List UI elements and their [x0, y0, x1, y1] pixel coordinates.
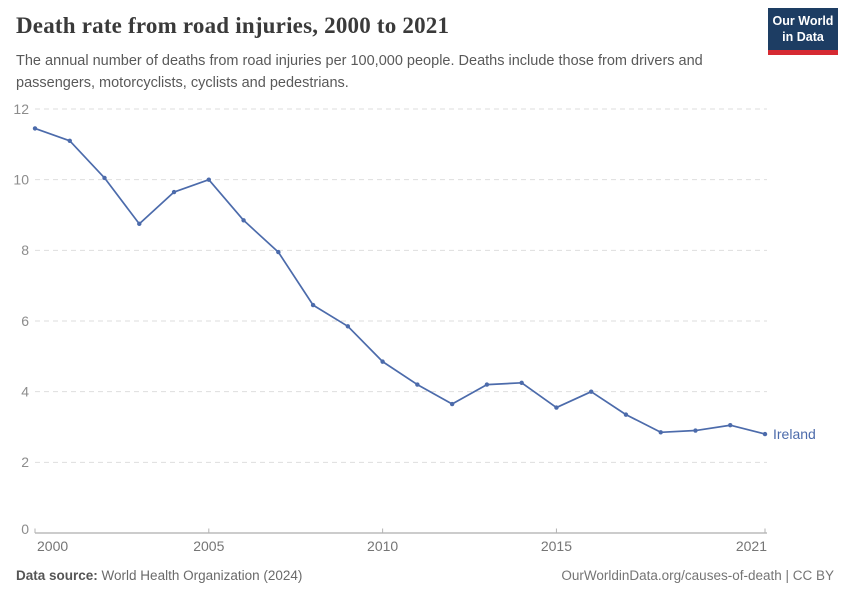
series-line-ireland	[34, 127, 766, 435]
data-point	[484, 382, 490, 387]
y-axis-label: 6	[21, 313, 29, 329]
x-axis-label: 2021	[736, 538, 767, 554]
y-axis-label: 10	[13, 172, 29, 188]
data-point	[345, 324, 351, 329]
data-point	[380, 359, 385, 364]
y-axis-label: 0	[21, 521, 29, 537]
owid-logo-line2: in Data	[782, 30, 824, 45]
data-point	[728, 423, 733, 428]
data-source-value: World Health Organization (2024)	[101, 568, 303, 583]
footer-link[interactable]: OurWorldinData.org/causes-of-death | CC …	[561, 568, 834, 583]
data-point	[658, 430, 663, 435]
y-axis-label: 8	[21, 242, 29, 258]
data-point	[623, 412, 629, 417]
data-point	[415, 382, 420, 387]
x-axis-label: 2000	[37, 538, 68, 554]
page-title: Death rate from road injuries, 2000 to 2…	[16, 13, 450, 38]
data-point	[171, 189, 177, 195]
data-point	[693, 428, 698, 433]
x-axis-label: 2005	[193, 538, 224, 554]
data-source: Data source: World Health Organization (…	[16, 568, 302, 583]
data-point	[206, 177, 212, 182]
y-axis-label: 4	[21, 384, 29, 400]
data-point	[449, 401, 455, 407]
data-point	[32, 126, 38, 131]
y-axis-label: 12	[13, 101, 29, 117]
series-label: Ireland	[773, 426, 816, 442]
x-axis-label: 2010	[367, 538, 398, 554]
owid-logo: Our World in Data	[768, 8, 838, 55]
x-axis-label: 2015	[541, 538, 572, 554]
data-point	[102, 175, 107, 181]
data-point	[67, 138, 72, 143]
data-point	[276, 249, 281, 255]
owid-logo-line1: Our World	[772, 14, 834, 28]
data-point	[588, 389, 594, 394]
data-point	[554, 405, 559, 410]
data-point	[241, 218, 246, 223]
page-subtitle: The annual number of deaths from road in…	[16, 53, 703, 91]
data-source-label: Data source:	[16, 568, 98, 583]
data-point	[762, 431, 768, 437]
data-point	[137, 221, 142, 227]
data-point	[310, 302, 316, 308]
y-axis-label: 2	[21, 454, 29, 470]
data-point	[519, 380, 524, 386]
